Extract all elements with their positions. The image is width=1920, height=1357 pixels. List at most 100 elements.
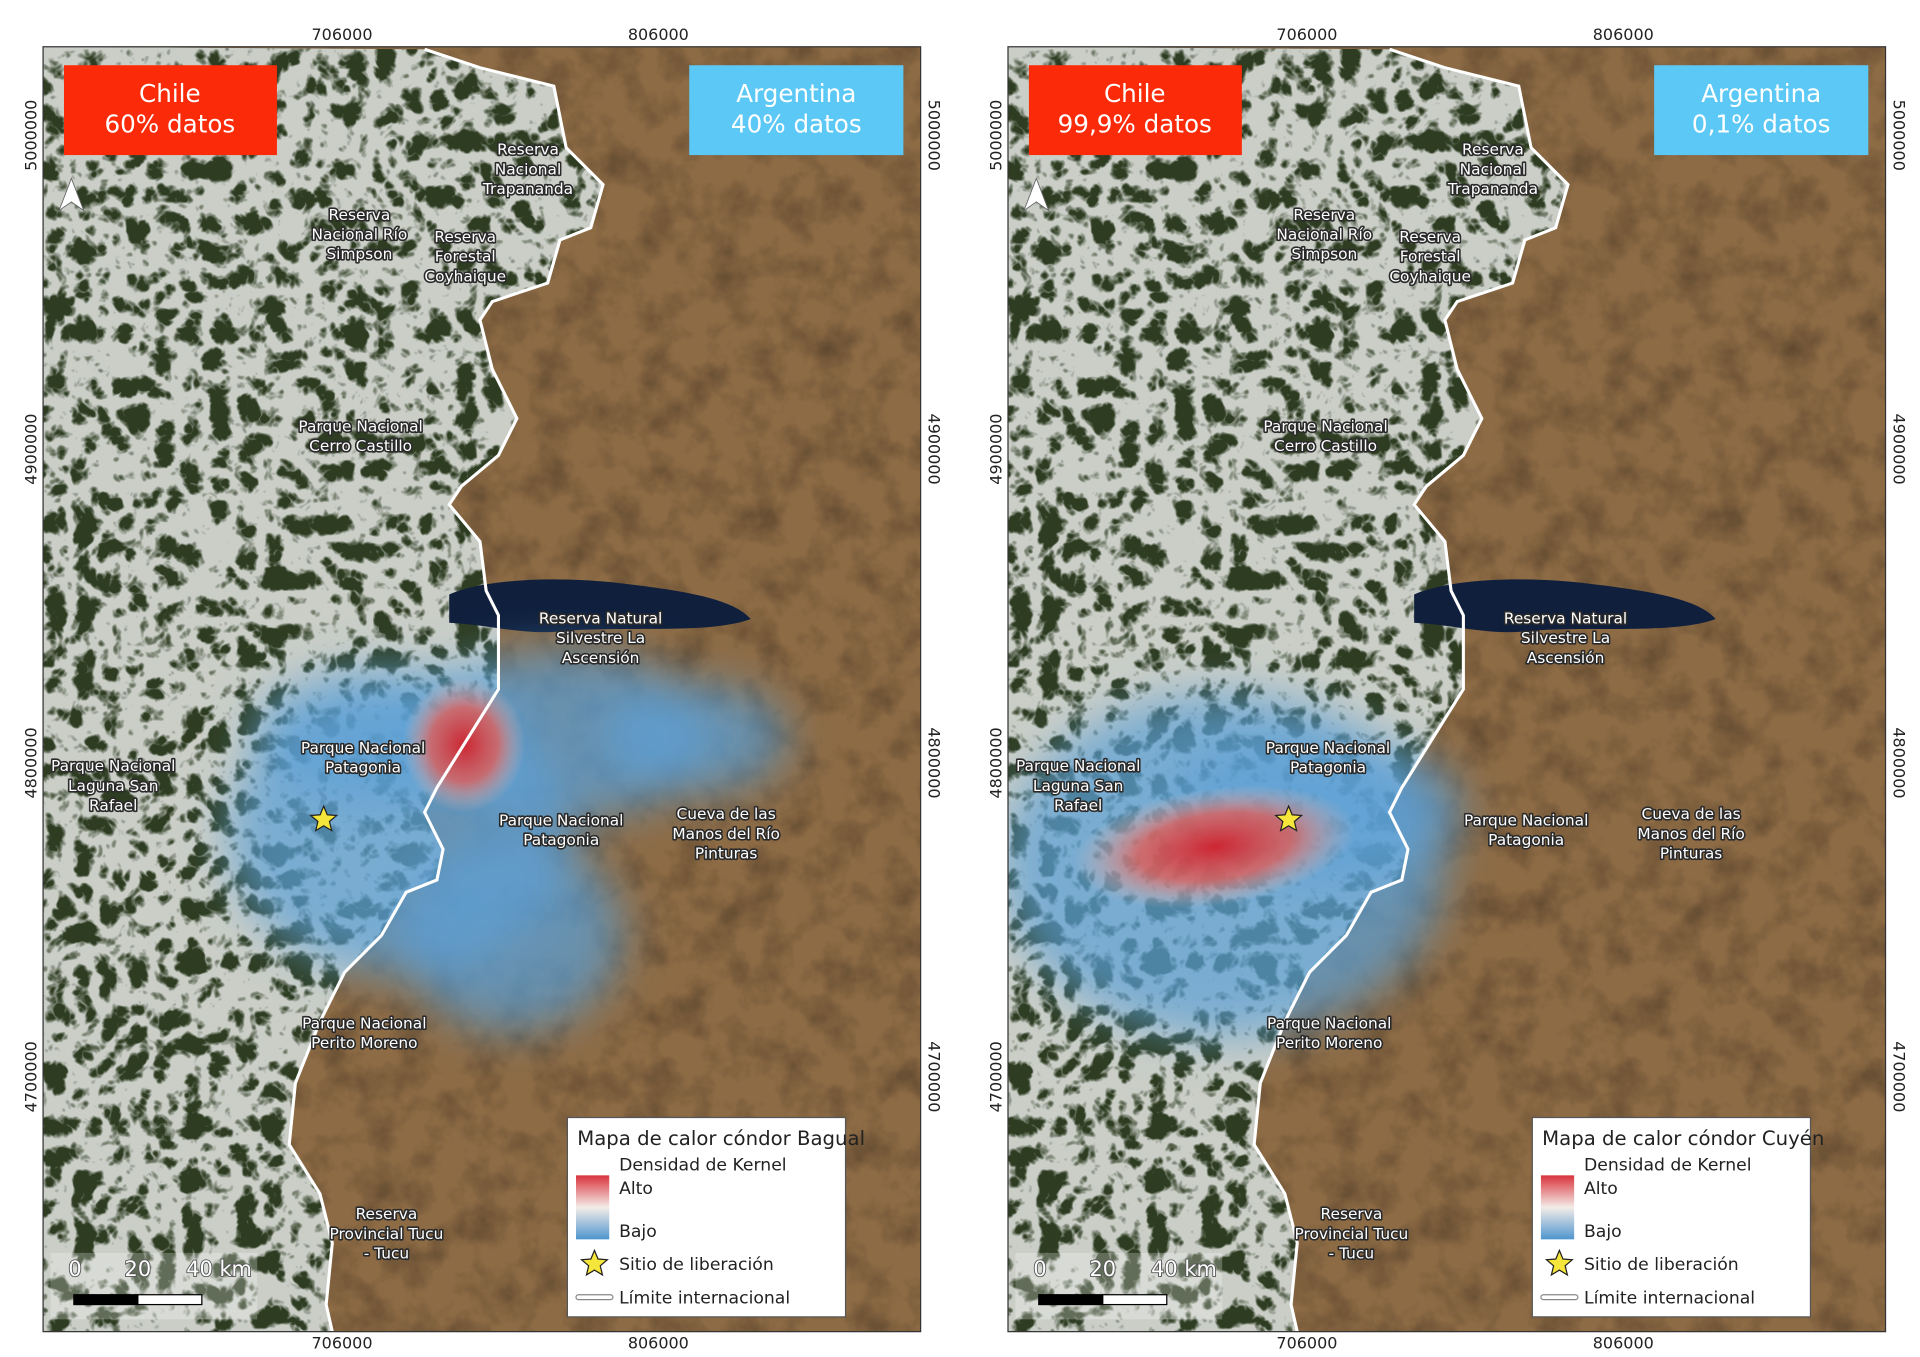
place-label: Provincial Tucu <box>330 1225 444 1243</box>
heat-low <box>603 683 788 794</box>
place-label: Cueva de las <box>677 805 776 823</box>
y-coord-left: 4800000 <box>21 727 40 798</box>
legend-border: Límite internacional <box>619 1288 790 1308</box>
argentina-share: 40% datos <box>731 110 862 139</box>
chile-share: 60% datos <box>104 110 235 139</box>
argentina-name: Argentina <box>1701 79 1821 108</box>
place-label: Pinturas <box>1660 845 1722 863</box>
legend-subtitle: Densidad de Kernel <box>1584 1155 1752 1175</box>
scale-label: 20 <box>125 1257 152 1281</box>
y-coord-right: 4900000 <box>924 414 943 485</box>
map-content: ReservaNacionalTrapanandaReservaNacional… <box>1008 46 1886 1332</box>
map-panel: ReservaNacionalTrapanandaReservaNacional… <box>986 25 1908 1352</box>
y-coord-left: 4900000 <box>21 414 40 485</box>
chile-name: Chile <box>139 79 201 108</box>
scale-bar-white <box>137 1294 203 1306</box>
place-label: Patagonia <box>523 831 599 849</box>
argentina-box <box>689 65 904 156</box>
y-coord-left: 4800000 <box>986 727 1005 798</box>
place-label: Reserva <box>1462 141 1524 159</box>
chile-box <box>64 65 277 156</box>
place-label: Reserva Natural <box>1504 610 1627 628</box>
place-label: Laguna San <box>68 777 158 795</box>
x-coord-top: 806000 <box>628 25 689 44</box>
legend-low: Bajo <box>619 1222 657 1242</box>
scale-label: 0 <box>68 1257 81 1281</box>
place-label: Parque Nacional <box>1016 757 1140 775</box>
y-coord-left: 4900000 <box>986 414 1005 485</box>
legend-title: Mapa de calor cóndor Bagual <box>577 1127 865 1150</box>
legend-border-line <box>1540 1294 1579 1301</box>
legend-box <box>566 1116 847 1318</box>
place-label: Manos del Río <box>1637 825 1744 843</box>
place-label: Cueva de las <box>1641 805 1740 823</box>
scale-bg <box>1015 1252 1223 1320</box>
international-border <box>287 47 605 1332</box>
place-label: Perito Moreno <box>1276 1034 1382 1052</box>
place-label: Reserva <box>329 206 391 224</box>
x-coord-top: 706000 <box>1276 25 1337 44</box>
x-coord-bottom: 706000 <box>312 1333 373 1352</box>
release-site <box>1274 804 1304 832</box>
place-label: - Tucu <box>1329 1245 1374 1263</box>
place-label: Ascensión <box>562 649 640 667</box>
legend-star <box>579 1248 609 1277</box>
legend-release: Sitio de liberación <box>1584 1255 1739 1275</box>
legend-border-line <box>575 1294 614 1301</box>
y-coord-right: 4700000 <box>1889 1041 1908 1112</box>
legend-high: Alto <box>619 1179 653 1199</box>
place-label: Silvestre La <box>1521 629 1610 647</box>
place-label: Forestal <box>1400 248 1461 266</box>
place-label: Cerro Castillo <box>1274 437 1377 455</box>
place-label: - Tucu <box>364 1245 409 1263</box>
x-coord-bottom: 806000 <box>1593 1333 1654 1352</box>
place-label: Coyhaique <box>424 267 506 285</box>
scale-label: 0 <box>1033 1257 1046 1281</box>
argentina-box <box>1654 65 1869 156</box>
chile-share: 99,9% datos <box>1058 110 1212 139</box>
place-label: Parque Nacional <box>1263 418 1387 436</box>
place-label: Reserva <box>1321 1205 1383 1223</box>
place-label: Simpson <box>1291 245 1357 263</box>
place-label: Perito Moreno <box>311 1034 417 1052</box>
legend-star <box>1544 1248 1574 1277</box>
legend-border: Límite internacional <box>1584 1288 1755 1308</box>
place-label: Nacional Río <box>312 226 408 244</box>
place-label: Ascensión <box>1527 649 1605 667</box>
legend-gradient <box>1540 1175 1575 1240</box>
place-label: Patagonia <box>1290 758 1366 776</box>
place-label: Reserva <box>356 1205 418 1223</box>
x-coord-bottom: 706000 <box>1276 1333 1337 1352</box>
place-label: Reserva <box>1399 228 1461 246</box>
legend-subtitle: Densidad de Kernel <box>619 1155 787 1175</box>
place-label: Parque Nacional <box>298 418 422 436</box>
lake <box>449 579 751 633</box>
y-coord-left: 4700000 <box>986 1041 1005 1112</box>
argentina-share: 0,1% datos <box>1692 110 1831 139</box>
place-label: Parque Nacional <box>302 1014 426 1032</box>
scale-bar-black <box>73 1294 139 1306</box>
place-label: Parque Nacional <box>301 739 425 757</box>
place-label: Simpson <box>326 245 392 263</box>
place-label: Parque Nacional <box>1464 811 1588 829</box>
y-coord-left: 5000000 <box>21 100 40 171</box>
scale-label: 40 km <box>1151 1257 1217 1281</box>
legend-title: Mapa de calor cóndor Cuyén <box>1542 1127 1824 1150</box>
place-label: Nacional Río <box>1276 226 1372 244</box>
place-label: Nacional <box>495 160 562 178</box>
argentina-name: Argentina <box>736 79 856 108</box>
scale-bg <box>50 1252 258 1320</box>
place-label: Provincial Tucu <box>1294 1225 1408 1243</box>
place-label: Manos del Río <box>672 825 779 843</box>
place-label: Rafael <box>89 797 137 815</box>
scale-bar-white <box>1102 1294 1168 1306</box>
place-label: Reserva Natural <box>539 610 662 628</box>
place-label: Trapananda <box>482 180 573 198</box>
x-coord-top: 806000 <box>1593 25 1654 44</box>
place-label: Patagonia <box>1488 831 1564 849</box>
place-label: Rafael <box>1054 797 1102 815</box>
legend-release: Sitio de liberación <box>619 1255 774 1275</box>
legend-box <box>1531 1116 1812 1318</box>
